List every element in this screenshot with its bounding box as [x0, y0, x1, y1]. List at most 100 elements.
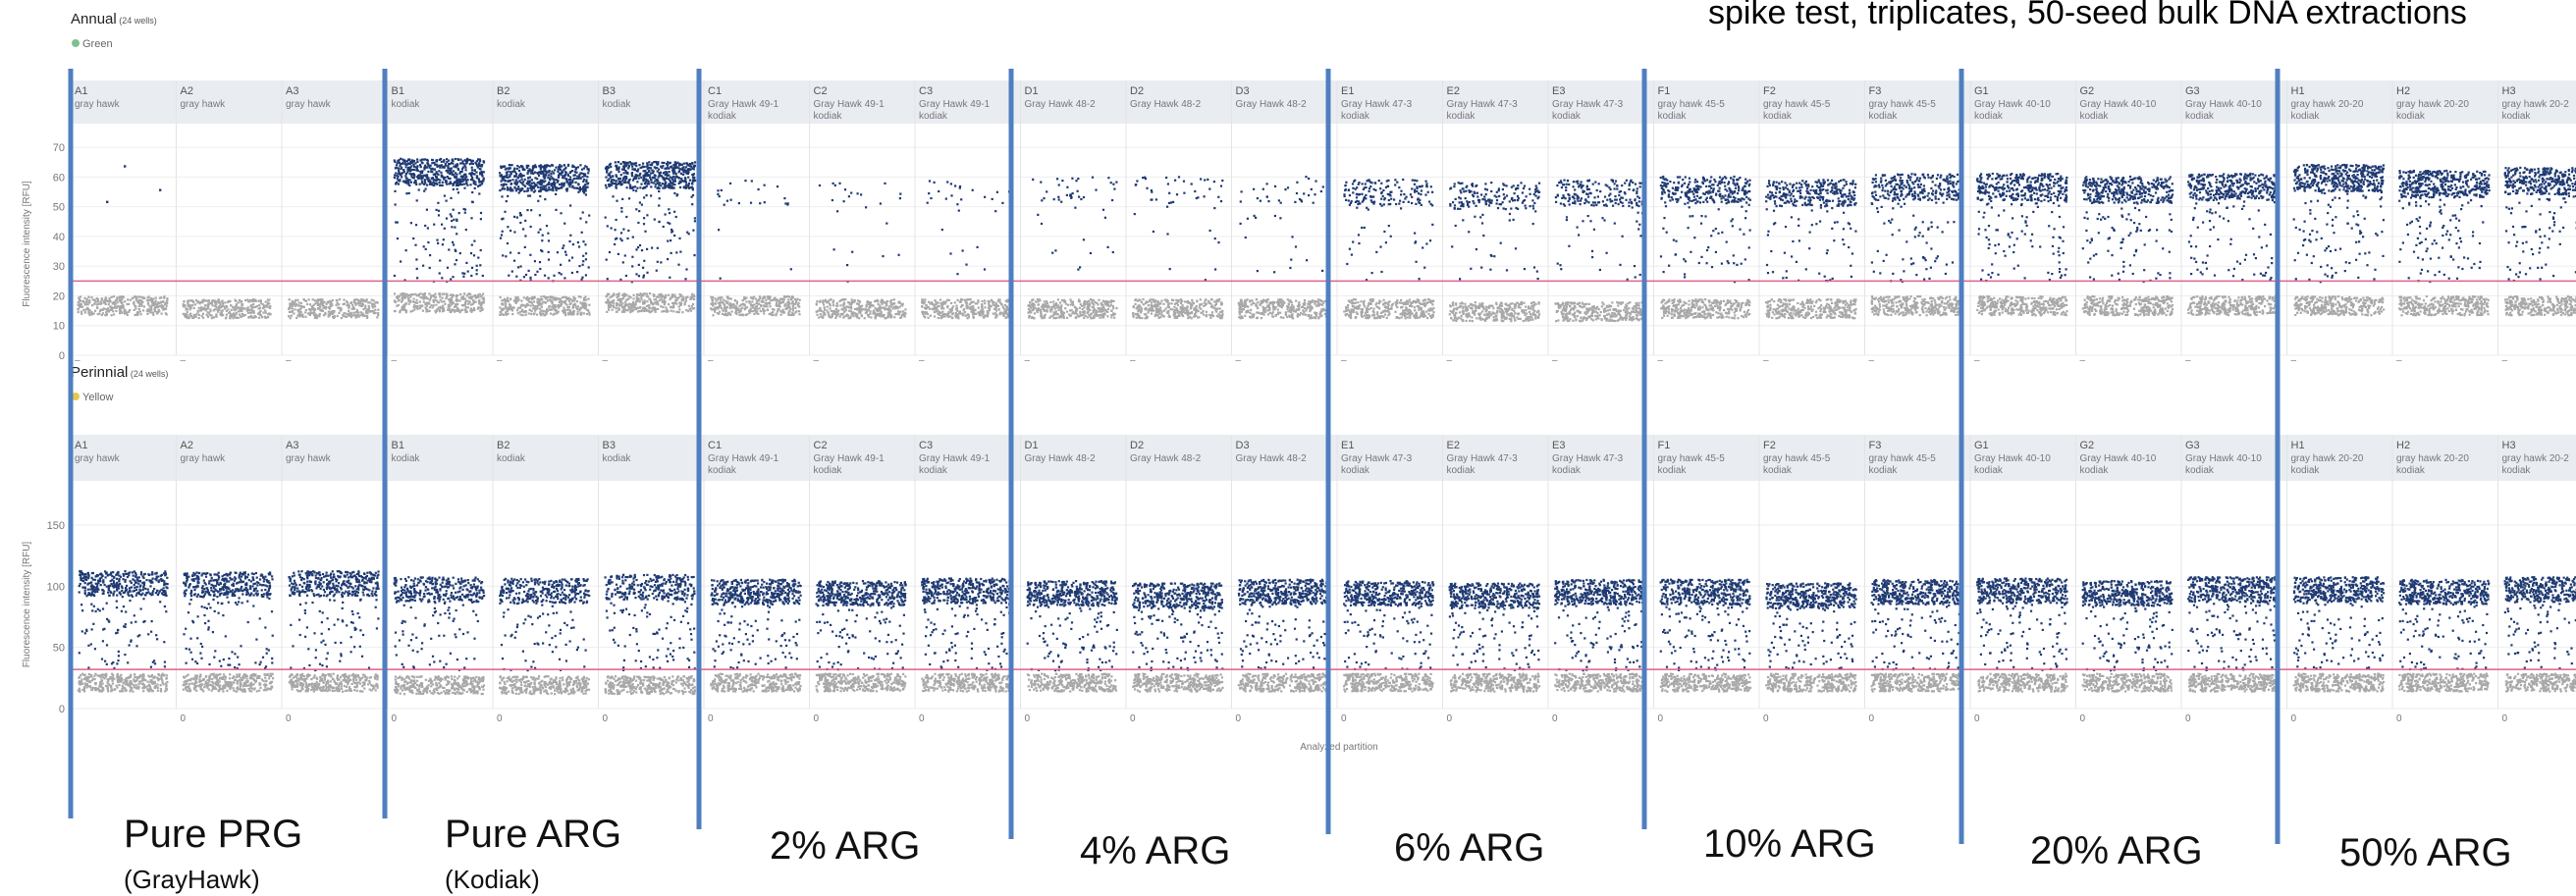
positive-droplet [502, 176, 505, 179]
positive-droplet [633, 163, 636, 166]
negative-droplet [215, 306, 218, 309]
positive-droplet [669, 212, 671, 215]
negative-droplet [409, 293, 413, 296]
negative-droplet [610, 304, 613, 307]
positive-droplet [623, 179, 627, 182]
negative-droplet [654, 310, 657, 313]
negative-droplet [963, 307, 966, 311]
positive-droplet [631, 165, 634, 168]
positive-droplet [426, 176, 429, 179]
negative-droplet [629, 296, 632, 299]
negative-droplet [563, 311, 565, 314]
negative-droplet [338, 311, 341, 314]
positive-droplet [674, 163, 677, 167]
positive-droplet [416, 277, 419, 280]
positive-droplet [512, 169, 515, 172]
positive-droplet [621, 168, 624, 171]
negative-droplet [467, 299, 470, 302]
positive-droplet [429, 180, 432, 183]
positive-droplet [419, 159, 422, 162]
negative-droplet [640, 296, 643, 299]
negative-droplet [878, 312, 881, 315]
negative-droplet [425, 310, 428, 313]
positive-droplet [519, 214, 523, 217]
negative-droplet [612, 293, 615, 296]
positive-droplet [520, 175, 523, 178]
positive-droplet [469, 252, 473, 255]
negative-droplet [727, 311, 730, 314]
negative-droplet [858, 309, 862, 312]
negative-droplet [798, 298, 801, 301]
negative-droplet [406, 293, 409, 296]
negative-droplet [302, 305, 305, 309]
positive-droplet [584, 252, 588, 255]
positive-droplet [898, 197, 901, 200]
positive-droplet [480, 174, 484, 177]
negative-droplet [309, 311, 312, 314]
positive-droplet [413, 181, 416, 184]
negative-droplet [235, 299, 238, 302]
positive-droplet [398, 169, 401, 172]
positive-droplet [636, 170, 639, 173]
positive-droplet [675, 162, 678, 165]
positive-droplet [635, 273, 638, 276]
positive-droplet [478, 181, 481, 184]
negative-droplet [961, 314, 964, 317]
negative-droplet [739, 313, 742, 316]
positive-droplet [842, 200, 845, 203]
negative-droplet [582, 298, 586, 301]
negative-droplet [194, 299, 198, 302]
negative-droplet [1002, 314, 1005, 317]
positive-droplet [539, 183, 542, 185]
positive-droplet [545, 172, 548, 175]
positive-droplet [475, 273, 478, 276]
negative-droplet [318, 303, 321, 306]
positive-droplet [660, 184, 663, 187]
positive-droplet [546, 184, 549, 186]
negative-droplet [1084, 314, 1087, 318]
positive-droplet [583, 191, 586, 194]
negative-droplet [530, 313, 533, 316]
negative-droplet [148, 309, 151, 312]
negative-droplet [539, 310, 542, 313]
positive-droplet [539, 267, 542, 271]
positive-droplet [651, 246, 654, 249]
negative-droplet [198, 302, 201, 305]
negative-droplet [748, 309, 751, 312]
positive-droplet [424, 247, 427, 250]
positive-droplet [406, 168, 409, 171]
negative-droplet [544, 295, 548, 298]
negative-droplet [924, 312, 927, 315]
positive-droplet [559, 164, 562, 167]
negative-droplet [776, 302, 778, 305]
negative-droplet [759, 296, 762, 299]
negative-droplet [984, 314, 987, 317]
negative-droplet [1115, 306, 1118, 310]
positive-droplet [477, 184, 480, 187]
positive-droplet [413, 165, 416, 168]
negative-droplet [557, 304, 560, 307]
positive-droplet [515, 167, 518, 171]
negative-droplet [655, 302, 658, 305]
negative-droplet [329, 314, 332, 317]
positive-droplet [460, 170, 463, 173]
negative-droplet [988, 308, 992, 311]
positive-droplet [504, 180, 507, 183]
positive-droplet [668, 208, 671, 211]
negative-droplet [725, 305, 728, 308]
negative-droplet [107, 303, 110, 306]
negative-droplet [351, 303, 354, 306]
negative-droplet [671, 306, 674, 309]
positive-droplet [423, 189, 426, 192]
negative-droplet [749, 308, 752, 311]
negative-droplet [124, 312, 127, 315]
negative-droplet [584, 301, 587, 304]
negative-droplet [232, 312, 235, 315]
positive-droplet [465, 176, 468, 179]
positive-droplet [555, 179, 558, 182]
negative-droplet [1081, 308, 1084, 311]
negative-droplet [221, 309, 224, 312]
positive-droplet [527, 164, 530, 167]
negative-droplet [858, 300, 861, 303]
positive-droplet [649, 176, 652, 179]
